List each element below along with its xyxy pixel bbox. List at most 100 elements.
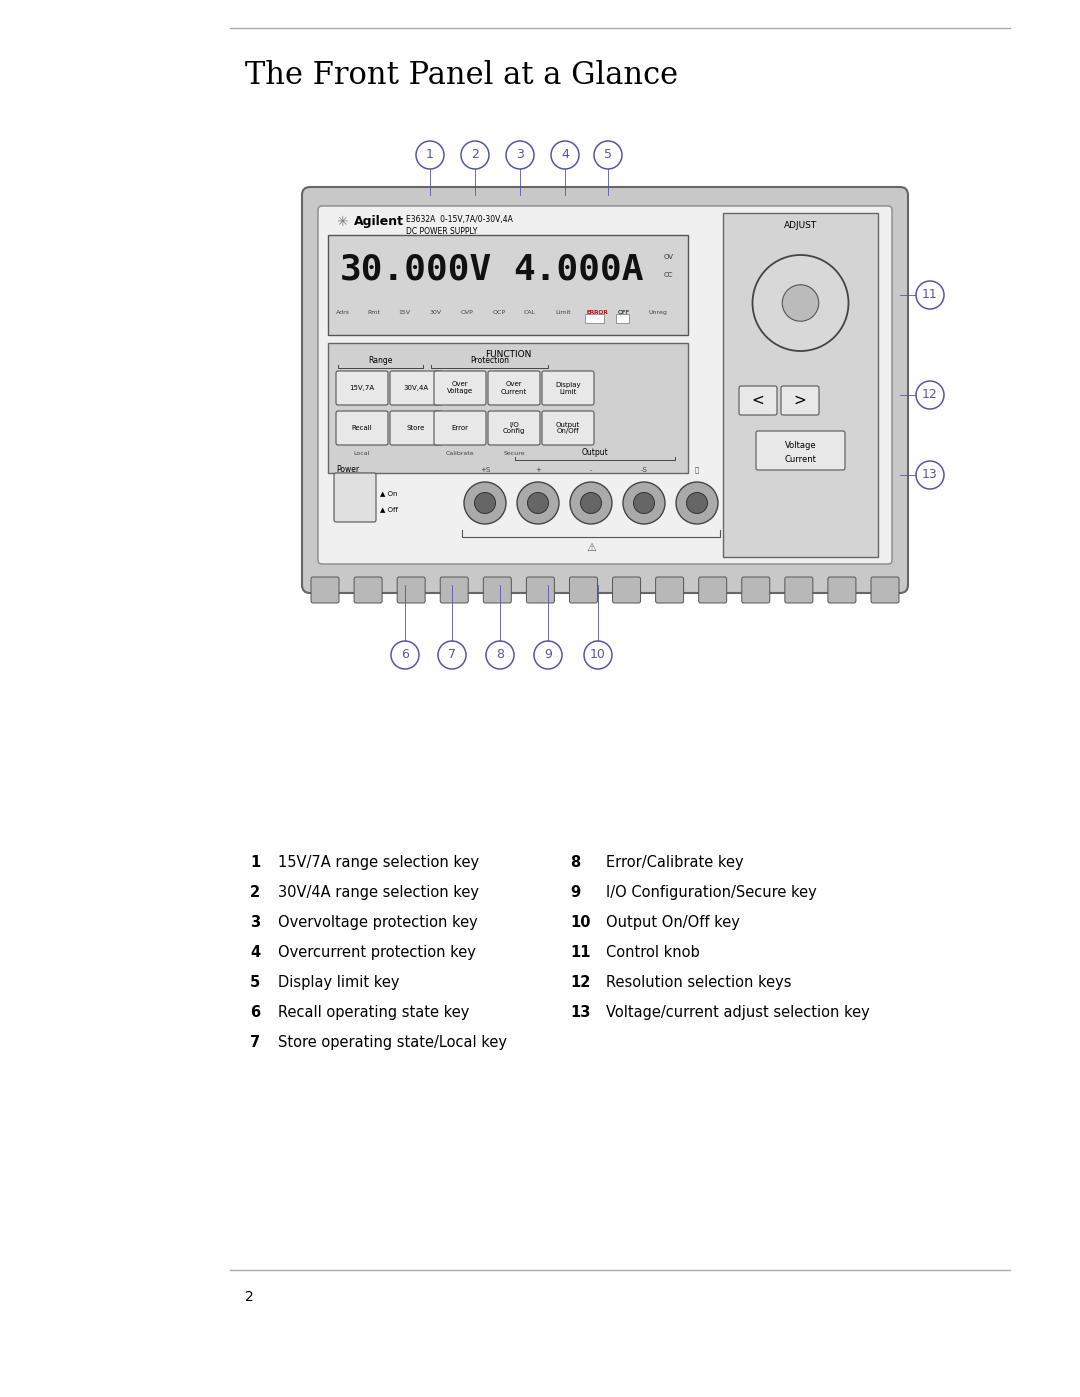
Text: 10: 10: [570, 915, 591, 930]
Text: 2: 2: [245, 1289, 254, 1303]
Text: 15V,7A: 15V,7A: [350, 386, 375, 391]
Text: Secure: Secure: [503, 451, 525, 455]
Text: DC POWER SUPPLY: DC POWER SUPPLY: [406, 226, 477, 236]
FancyBboxPatch shape: [336, 411, 388, 446]
Text: Rmt: Rmt: [367, 310, 380, 314]
Text: CC: CC: [664, 272, 674, 278]
Text: I/O
Config: I/O Config: [503, 422, 525, 434]
Text: 7: 7: [448, 648, 456, 662]
Text: 11: 11: [922, 289, 937, 302]
FancyBboxPatch shape: [441, 577, 469, 604]
FancyBboxPatch shape: [616, 313, 629, 323]
Text: 30.000V: 30.000V: [340, 253, 492, 286]
Text: Power: Power: [336, 465, 360, 474]
Text: OV: OV: [664, 254, 674, 260]
FancyBboxPatch shape: [336, 372, 388, 405]
Text: Voltage: Voltage: [785, 440, 816, 450]
Text: Output: Output: [582, 448, 608, 457]
Circle shape: [634, 493, 654, 514]
FancyBboxPatch shape: [542, 411, 594, 446]
FancyBboxPatch shape: [656, 577, 684, 604]
Circle shape: [782, 285, 819, 321]
Text: ⚠: ⚠: [586, 543, 596, 553]
Text: 2: 2: [471, 148, 478, 162]
Text: Store operating state/Local key: Store operating state/Local key: [278, 1035, 507, 1051]
FancyBboxPatch shape: [828, 577, 856, 604]
Text: 15V: 15V: [399, 310, 410, 314]
Text: Resolution selection keys: Resolution selection keys: [606, 975, 792, 990]
FancyBboxPatch shape: [781, 386, 819, 415]
Text: Over
Current: Over Current: [501, 381, 527, 394]
Text: ⏚: ⏚: [694, 467, 699, 474]
Text: CAL: CAL: [524, 310, 536, 314]
Text: Recall: Recall: [352, 425, 373, 432]
Text: 4: 4: [562, 148, 569, 162]
FancyBboxPatch shape: [302, 187, 908, 592]
FancyBboxPatch shape: [318, 205, 892, 564]
Text: Unreg: Unreg: [649, 310, 667, 314]
Text: Voltage/current adjust selection key: Voltage/current adjust selection key: [606, 1004, 869, 1020]
Text: -S: -S: [640, 467, 647, 474]
FancyBboxPatch shape: [390, 411, 442, 446]
Text: <: <: [752, 393, 765, 408]
FancyBboxPatch shape: [311, 577, 339, 604]
FancyBboxPatch shape: [390, 372, 442, 405]
Circle shape: [687, 493, 707, 514]
Text: Range: Range: [368, 356, 393, 365]
Text: 9: 9: [544, 648, 552, 662]
Text: 12: 12: [570, 975, 591, 990]
Text: -: -: [590, 467, 592, 474]
FancyBboxPatch shape: [699, 577, 727, 604]
Circle shape: [676, 482, 718, 524]
Text: OFF: OFF: [618, 310, 630, 314]
FancyBboxPatch shape: [739, 386, 777, 415]
Text: FUNCTION: FUNCTION: [485, 351, 531, 359]
Text: >: >: [794, 393, 807, 408]
Circle shape: [464, 482, 507, 524]
Text: Over
Voltage: Over Voltage: [447, 381, 473, 394]
Text: 8: 8: [570, 855, 580, 870]
Text: Error: Error: [451, 425, 469, 432]
Text: Overvoltage protection key: Overvoltage protection key: [278, 915, 477, 930]
Text: I/O Configuration/Secure key: I/O Configuration/Secure key: [606, 886, 816, 900]
Text: 2: 2: [249, 886, 260, 900]
FancyBboxPatch shape: [334, 474, 376, 522]
Text: Calibrate: Calibrate: [446, 451, 474, 455]
Text: OFF: OFF: [618, 310, 630, 314]
Text: 30V,4A: 30V,4A: [404, 386, 429, 391]
FancyBboxPatch shape: [434, 411, 486, 446]
Text: 10: 10: [590, 648, 606, 662]
Text: 11: 11: [570, 944, 591, 960]
Text: ERROR: ERROR: [586, 310, 608, 314]
FancyBboxPatch shape: [354, 577, 382, 604]
FancyBboxPatch shape: [397, 577, 426, 604]
Text: 6: 6: [401, 648, 409, 662]
Circle shape: [474, 493, 496, 514]
Text: Agilent: Agilent: [354, 215, 404, 228]
Text: +: +: [535, 467, 541, 474]
Text: 7: 7: [249, 1035, 260, 1051]
Text: Limit: Limit: [555, 310, 570, 314]
Text: OVP: OVP: [461, 310, 474, 314]
Text: The Front Panel at a Glance: The Front Panel at a Glance: [245, 60, 678, 91]
Text: Output
On/Off: Output On/Off: [556, 422, 580, 434]
Text: Display
Limit: Display Limit: [555, 381, 581, 394]
Text: 3: 3: [249, 915, 260, 930]
Circle shape: [753, 256, 849, 351]
FancyBboxPatch shape: [484, 577, 511, 604]
Text: Recall operating state key: Recall operating state key: [278, 1004, 470, 1020]
Text: Error/Calibrate key: Error/Calibrate key: [606, 855, 744, 870]
FancyBboxPatch shape: [785, 577, 813, 604]
Text: 4: 4: [249, 944, 260, 960]
FancyBboxPatch shape: [723, 212, 878, 557]
FancyBboxPatch shape: [870, 577, 899, 604]
FancyBboxPatch shape: [612, 577, 640, 604]
Text: 12: 12: [922, 388, 937, 401]
Circle shape: [581, 493, 602, 514]
Text: Local: Local: [354, 451, 370, 455]
Text: Control knob: Control knob: [606, 944, 700, 960]
Text: 5: 5: [249, 975, 260, 990]
Text: E3632A  0-15V,7A/0-30V,4A: E3632A 0-15V,7A/0-30V,4A: [406, 215, 513, 224]
Text: 1: 1: [427, 148, 434, 162]
Text: 15V/7A range selection key: 15V/7A range selection key: [278, 855, 480, 870]
